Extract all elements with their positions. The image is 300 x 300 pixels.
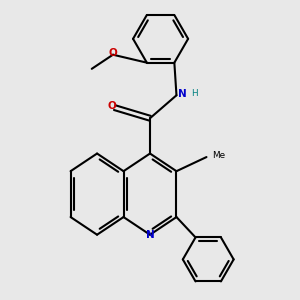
Text: H: H — [191, 89, 198, 98]
Text: N: N — [178, 88, 187, 98]
Text: O: O — [109, 48, 117, 58]
Text: O: O — [107, 101, 116, 111]
Text: N: N — [146, 230, 154, 240]
Text: Me: Me — [212, 151, 225, 160]
